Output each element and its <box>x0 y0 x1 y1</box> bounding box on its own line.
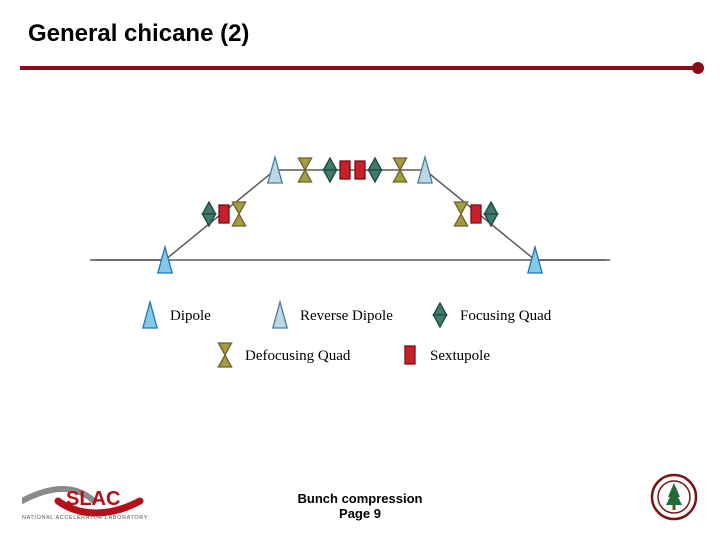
slide-title: General chicane (2) <box>28 20 249 48</box>
svg-text:NATIONAL ACCELERATOR LABORATOR: NATIONAL ACCELERATOR LABORATORY <box>22 515 148 521</box>
title-rule <box>20 66 700 70</box>
svg-text:Reverse Dipole: Reverse Dipole <box>300 308 393 324</box>
svg-text:Dipole: Dipole <box>170 308 211 324</box>
title-rule-dot <box>692 62 704 74</box>
svg-text:Focusing Quad: Focusing Quad <box>460 308 552 324</box>
slac-logo: SLAC NATIONAL ACCELERATOR LABORATORY <box>22 477 152 526</box>
svg-text:SLAC: SLAC <box>66 488 120 510</box>
svg-text:Defocusing Quad: Defocusing Quad <box>245 348 351 364</box>
svg-text:Sextupole: Sextupole <box>430 348 490 364</box>
chicane-diagram: Dipole Reverse Dipole Focusing Quad Defocus… <box>0 130 720 390</box>
stanford-seal <box>650 473 698 526</box>
